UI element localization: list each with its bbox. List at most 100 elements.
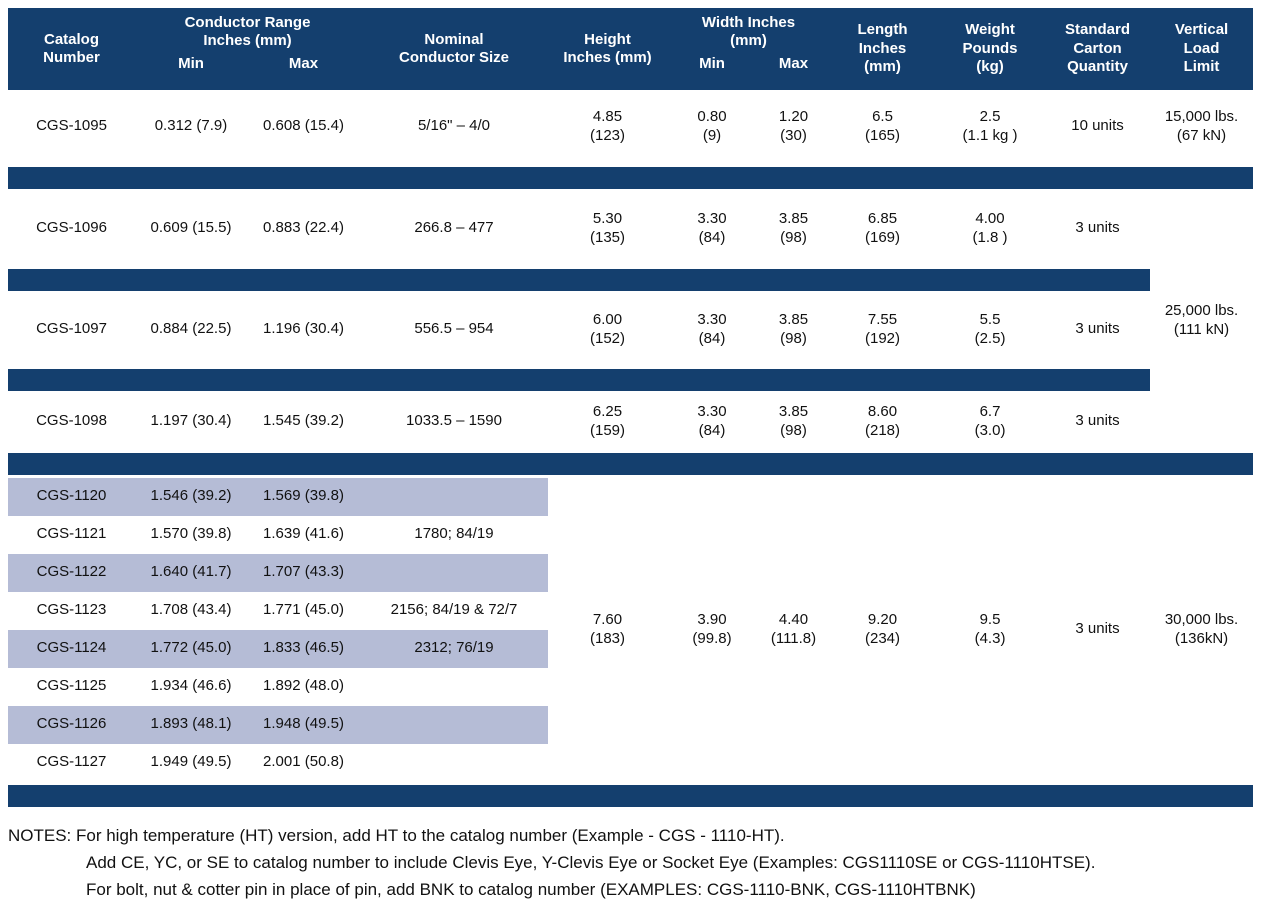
table-row: CGS-1095 0.312 (7.9) 0.608 (15.4) 5/16" … <box>8 90 1253 164</box>
cell-nominal <box>360 744 548 782</box>
cell-max: 1.545 (39.2) <box>263 412 344 430</box>
cell-max: 1.569 (39.8) <box>247 477 360 516</box>
header-length: Length Inches (mm) <box>830 8 936 90</box>
cell-max: 1.948 (49.5) <box>247 705 360 744</box>
header-conductor-range: Conductor Range Inches (mm) <box>135 8 360 53</box>
cell-length: 7.55 (192) <box>865 311 901 347</box>
cell-width-max: 3.85 (98) <box>778 210 809 246</box>
cell-max: 2.001 (50.8) <box>263 753 344 771</box>
cell-nominal: 2312; 76/19 <box>360 629 548 668</box>
spec-table: Catalog Number Conductor Range Inches (m… <box>8 8 1254 810</box>
cell-carton: 3 units <box>1075 219 1120 237</box>
cell-max: 1.639 (41.6) <box>263 525 344 543</box>
cell-nominal: 266.8 – 477 <box>414 219 494 237</box>
cell-catalog: CGS-1095 <box>36 117 107 135</box>
cell-max: 1.771 (45.0) <box>263 601 344 619</box>
cell-width-min: 0.80 (9) <box>697 108 727 144</box>
header-width-min: Min <box>667 52 757 90</box>
cell-catalog: CGS-1127 <box>36 753 107 771</box>
cell-min: 0.884 (22.5) <box>150 320 232 338</box>
table-row: CGS-1125 1.934 (46.6) 1.892 (48.0) <box>8 668 1253 706</box>
table-header: Catalog Number Conductor Range Inches (m… <box>8 8 1254 90</box>
cell-height: 6.25 (159) <box>589 403 626 439</box>
cell-catalog: CGS-1097 <box>36 320 107 338</box>
cell-catalog: CGS-1124 <box>8 629 135 668</box>
cell-nominal <box>360 553 548 592</box>
cell-weight: 6.7 (3.0) <box>974 403 1006 439</box>
cell-load-merged: 25,000 lbs. (111 kN) <box>1150 191 1254 450</box>
cell-catalog: CGS-1098 <box>36 412 107 430</box>
cell-min: 1.197 (30.4) <box>150 412 232 430</box>
cell-nominal: 1033.5 – 1590 <box>406 412 502 430</box>
note-line: Add CE, YC, or SE to catalog number to i… <box>86 852 1096 872</box>
cell-max: 1.707 (43.3) <box>247 553 360 592</box>
cell-min: 1.640 (41.7) <box>135 553 247 592</box>
cell-width-max-merged: 4.40 (111.8) <box>757 477 831 782</box>
cell-nominal: 2156; 84/19 & 72/7 <box>390 601 518 619</box>
cell-length: 8.60 (218) <box>865 403 901 439</box>
cell-min: 1.570 (39.8) <box>150 525 232 543</box>
cell-max: 1.892 (48.0) <box>263 677 344 695</box>
cell-catalog: CGS-1123 <box>36 601 107 619</box>
cell-min: 1.772 (45.0) <box>135 629 247 668</box>
cell-length: 6.85 (169) <box>865 210 901 246</box>
cell-weight: 5.5 (2.5) <box>974 311 1006 347</box>
cell-max: 1.833 (46.5) <box>247 629 360 668</box>
cell-catalog: CGS-1096 <box>36 219 107 237</box>
cell-length: 6.5 (165) <box>865 108 901 144</box>
cell-min: 1.934 (46.6) <box>150 677 232 695</box>
cell-width-min-merged: 3.90 (99.8) <box>667 477 757 782</box>
cell-height: 6.00 (152) <box>589 311 626 347</box>
cell-width-min: 3.30 (84) <box>697 210 727 246</box>
cell-height-merged: 7.60 (183) <box>548 477 667 782</box>
cell-width-max: 1.20 (30) <box>778 108 809 144</box>
cell-width-max: 3.85 (98) <box>778 311 809 347</box>
cell-nominal: 5/16" – 4/0 <box>417 117 491 135</box>
cell-height: 5.30 (135) <box>589 210 626 246</box>
header-catalog-number: Catalog Number <box>8 8 135 90</box>
cell-min: 1.546 (39.2) <box>135 477 247 516</box>
cell-width-min: 3.30 (84) <box>697 311 727 347</box>
cell-max: 1.196 (30.4) <box>263 320 344 338</box>
cell-nominal: 1780; 84/19 <box>414 525 494 543</box>
separator-bar <box>8 784 1254 807</box>
cell-catalog: CGS-1125 <box>36 677 107 695</box>
notes-block: NOTES: For high temperature (HT) version… <box>8 822 1253 903</box>
separator-bar <box>8 166 1254 189</box>
cell-height: 4.85 (123) <box>589 108 626 144</box>
note-line: For bolt, nut & cotter pin in place of p… <box>86 879 976 899</box>
header-conductor-max: Max <box>247 52 360 90</box>
separator-row <box>8 266 1253 294</box>
cell-carton: 3 units <box>1075 320 1120 338</box>
cell-carton: 3 units <box>1075 412 1120 430</box>
cell-min: 1.708 (43.4) <box>150 601 232 619</box>
cell-carton-merged: 3 units <box>1045 477 1151 782</box>
cell-max: 0.608 (15.4) <box>263 117 344 135</box>
header-nominal-conductor-size: Nominal Conductor Size <box>360 8 548 90</box>
table-row: CGS-1096 0.609 (15.5) 0.883 (22.4) 266.8… <box>8 191 1254 450</box>
cell-catalog: CGS-1122 <box>8 553 135 592</box>
table-row: CGS-1124 1.772 (45.0) 1.833 (46.5) 2312;… <box>8 629 1253 668</box>
table-row: CGS-1127 1.949 (49.5) 2.001 (50.8) <box>8 744 1253 782</box>
cell-min: 0.312 (7.9) <box>154 117 228 135</box>
cell-nominal <box>360 477 548 516</box>
cell-nominal <box>360 705 548 744</box>
cell-weight: 4.00 (1.8 ) <box>972 210 1008 246</box>
table-row: CGS-1098 1.197 (30.4) 1.545 (39.2) 1033.… <box>8 394 1253 450</box>
cell-weight-merged: 9.5 (4.3) <box>935 477 1046 782</box>
header-height: Height Inches (mm) <box>548 8 667 90</box>
cell-length-merged: 9.20 (234) <box>830 477 936 782</box>
separator-row <box>8 164 1254 192</box>
table-row: CGS-1097 0.884 (22.5) 1.196 (30.4) 556.5… <box>8 294 1253 366</box>
cell-width-max: 3.85 (98) <box>778 403 809 439</box>
separator-bar <box>8 368 1151 391</box>
separator-bar <box>8 452 1254 475</box>
cell-load: 15,000 lbs. (67 kN) <box>1164 108 1239 144</box>
table-row: CGS-1120 1.546 (39.2) 1.569 (39.8) 7.60 … <box>8 477 1254 782</box>
header-carton-quantity: Standard Carton Quantity <box>1045 8 1151 90</box>
table-row: CGS-1126 1.893 (48.1) 1.948 (49.5) <box>8 705 1253 744</box>
cell-min: 0.609 (15.5) <box>150 219 232 237</box>
cell-nominal: 556.5 – 954 <box>414 320 494 338</box>
cell-width-min: 3.30 (84) <box>697 403 727 439</box>
